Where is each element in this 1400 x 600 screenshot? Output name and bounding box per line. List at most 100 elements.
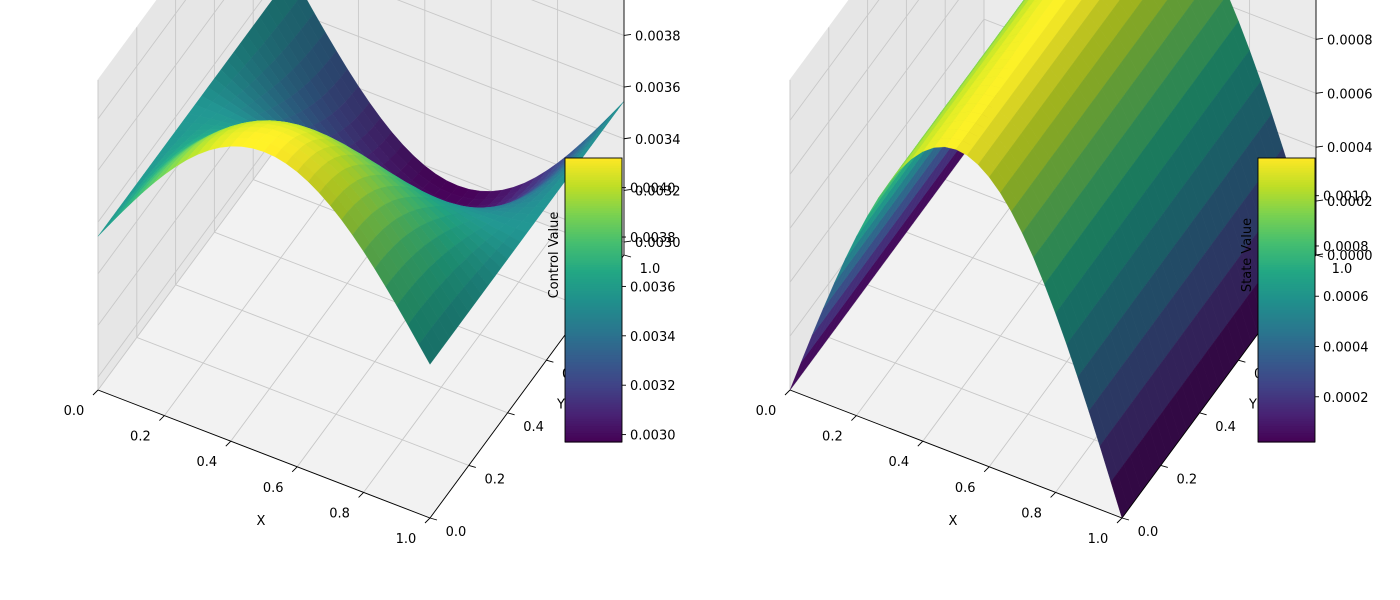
- colorbar-segment: [565, 378, 622, 382]
- colorbar-segment: [565, 356, 622, 360]
- x-tick: [358, 492, 364, 498]
- colorbar-segment: [565, 295, 622, 299]
- colorbar-segment: [1258, 176, 1315, 180]
- colorbar-segment: [565, 285, 622, 289]
- colorbar-segment: [1258, 326, 1315, 329]
- colorbar-segment: [1258, 354, 1315, 358]
- colorbar-segment: [565, 160, 622, 164]
- colorbar-segment: [1258, 385, 1315, 389]
- y-tick-label: 0.2: [484, 472, 505, 487]
- colorbar-segment: [565, 205, 622, 209]
- colorbar-segment: [1258, 434, 1315, 438]
- colorbar-segment: [565, 361, 622, 365]
- colorbar-segment: [1258, 229, 1315, 232]
- colorbar-segment: [1258, 382, 1315, 386]
- colorbar-tick-label: 0.0002: [1323, 391, 1369, 406]
- z-tick: [1315, 199, 1324, 202]
- colorbar-segment: [565, 321, 622, 325]
- colorbar-segment: [565, 229, 622, 232]
- colorbar-segment: [1258, 368, 1315, 372]
- x-tick-label: 0.4: [196, 455, 217, 470]
- colorbar-segment: [565, 172, 622, 176]
- colorbar-segment: [1258, 359, 1315, 363]
- colorbar-segment: [1258, 366, 1315, 370]
- colorbar-segment: [1258, 202, 1315, 206]
- colorbar-segment: [1258, 236, 1315, 240]
- colorbar-segment: [1258, 340, 1315, 344]
- y-tick: [1315, 254, 1324, 258]
- surface-patch: [418, 335, 437, 365]
- colorbar-segment: [565, 184, 622, 187]
- colorbar-segment: [565, 347, 622, 351]
- colorbar-segment: [565, 359, 622, 363]
- colorbar-segment: [1258, 356, 1315, 360]
- colorbar-segment: [1258, 427, 1315, 431]
- colorbar-segment: [1258, 179, 1315, 183]
- colorbar-segment: [565, 262, 622, 266]
- colorbar-segment: [565, 427, 622, 431]
- y-tick: [623, 254, 632, 258]
- colorbar-segment: [565, 221, 622, 225]
- colorbar-segment: [565, 269, 622, 273]
- y-tick: [429, 517, 438, 521]
- colorbar-segment: [565, 186, 622, 190]
- colorbar-segment: [565, 401, 622, 405]
- colorbar-segment: [1258, 181, 1315, 185]
- colorbar-segment: [1258, 169, 1315, 173]
- colorbar-segment: [565, 394, 622, 398]
- x-tick: [92, 389, 99, 396]
- colorbar-segment: [565, 191, 622, 195]
- colorbar-segment: [1258, 335, 1315, 339]
- colorbar-segment: [1258, 219, 1315, 223]
- colorbar-segment: [565, 219, 622, 223]
- z-tick: [623, 137, 632, 140]
- colorbar-segment: [1258, 314, 1315, 318]
- colorbar-segment: [565, 226, 622, 230]
- colorbar-segment: [565, 371, 622, 374]
- colorbar-segment: [1258, 408, 1315, 412]
- colorbar: 0.0002 0.0004 0.0006 0.0008 0.0010: [1257, 157, 1369, 443]
- z-tick: [1315, 91, 1324, 94]
- colorbar-segment: [1258, 193, 1315, 197]
- x-tick-label: 0.0: [756, 404, 777, 419]
- colorbar-segment: [565, 328, 622, 332]
- colorbar-segment: [565, 202, 622, 206]
- colorbar-segment: [565, 162, 622, 166]
- colorbar-tick-label: 0.0038: [630, 231, 676, 246]
- colorbar-segment: [565, 430, 622, 434]
- colorbar: 0.0030 0.0032 0.0034 0.0036 0.0038 0.0040: [564, 157, 676, 444]
- z-gridline: [789, 0, 880, 121]
- colorbar-segment: [1258, 188, 1315, 192]
- colorbar-segment: [1258, 212, 1315, 216]
- colorbar-segment: [565, 411, 622, 415]
- colorbar-segment: [1258, 160, 1315, 164]
- colorbar-segment: [1258, 321, 1315, 325]
- colorbar-segment: [565, 271, 622, 275]
- surface-patch: [1187, 0, 1195, 6]
- colorbar-segment: [1258, 240, 1315, 244]
- colorbar-segment: [1258, 269, 1315, 273]
- colorbar-segment: [565, 418, 622, 422]
- y-tick-label: 0.4: [523, 420, 544, 435]
- colorbar-segment: [565, 300, 622, 303]
- colorbar-segment: [1258, 437, 1315, 441]
- z-gridline: [789, 0, 1317, 175]
- colorbar-tick-label: 0.0008: [1323, 240, 1369, 255]
- z-tick: [1315, 145, 1324, 148]
- colorbar-segment: [565, 188, 622, 192]
- z-tick-label: 0.0038: [635, 29, 681, 44]
- z-tick-label: 0.0034: [635, 133, 681, 148]
- colorbar-segment: [565, 335, 622, 339]
- colorbar-segment: [565, 380, 622, 384]
- colorbar-segment: [1258, 415, 1315, 419]
- colorbar-segment: [1258, 318, 1315, 322]
- colorbar-segment: [1258, 297, 1315, 301]
- colorbar-segment: [565, 290, 622, 294]
- colorbar-segment: [565, 314, 622, 318]
- y-tick-label: 0.0: [446, 525, 467, 540]
- colorbar-segment: [565, 349, 622, 353]
- z-gridline: [97, 0, 625, 171]
- colorbar-tick-label: 0.0036: [630, 280, 676, 295]
- colorbar-segment: [565, 198, 622, 202]
